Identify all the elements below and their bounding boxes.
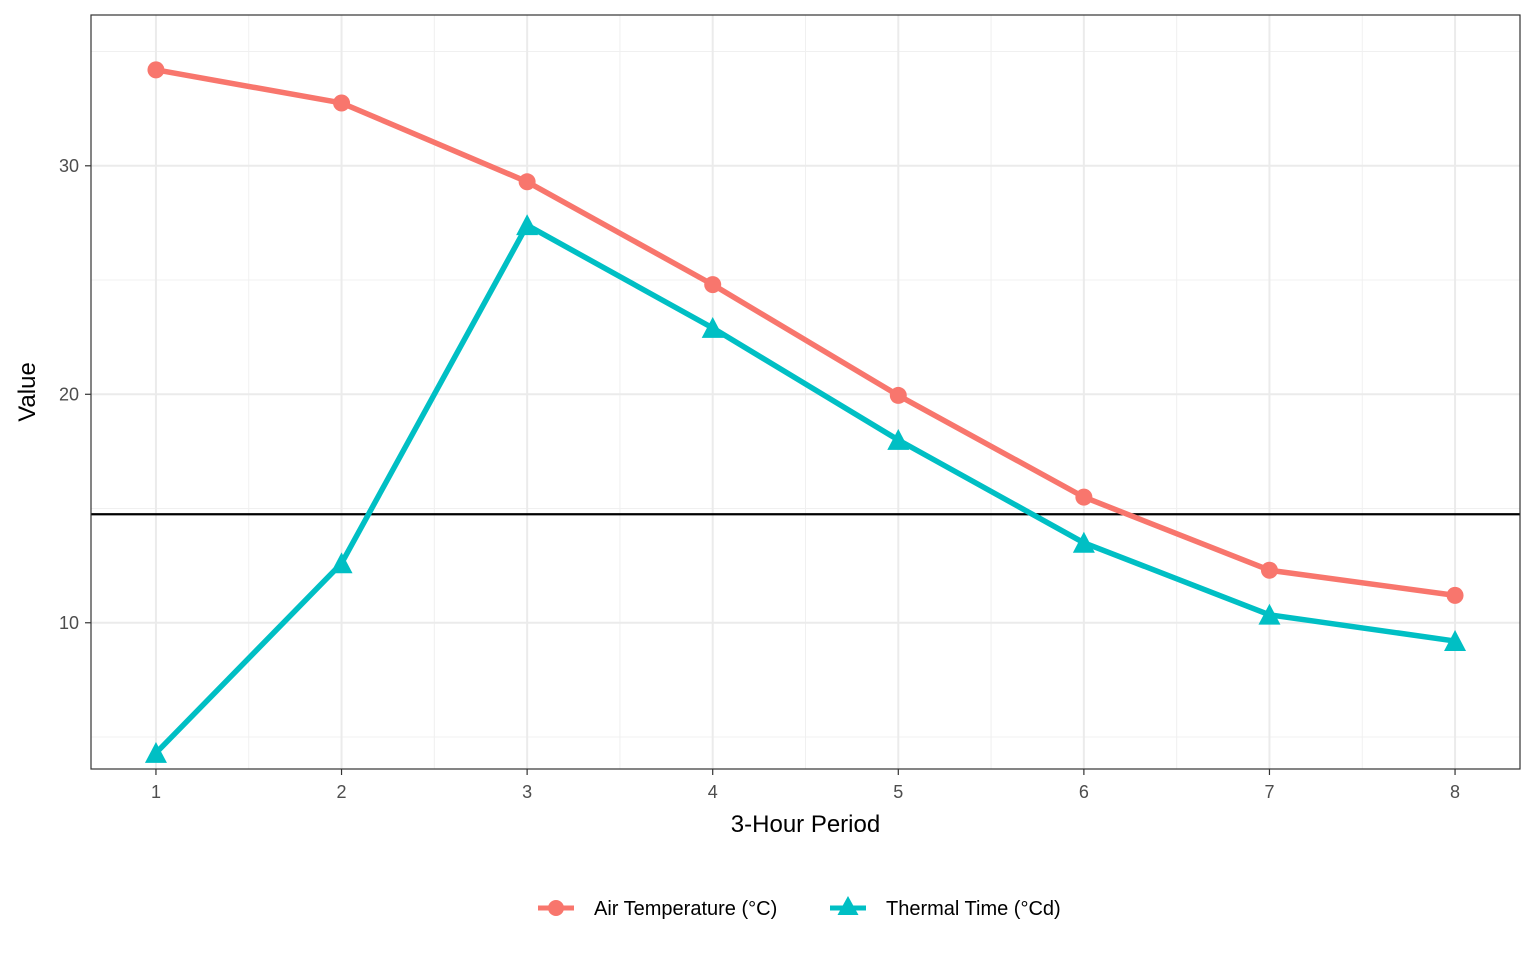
data-point <box>701 317 724 338</box>
series-air-temperature-c <box>147 61 1464 604</box>
series-thermal-time-cd <box>144 214 1467 763</box>
y-axis-title: Value <box>14 362 41 422</box>
data-point <box>704 276 722 294</box>
data-point <box>1260 561 1278 579</box>
data-point <box>1075 488 1093 506</box>
x-tick-label: 1 <box>151 782 161 802</box>
y-tick-label: 20 <box>59 384 79 404</box>
x-tick-label: 7 <box>1264 782 1274 802</box>
legend: Air Temperature (°C) Thermal Time (°Cd) <box>538 896 1061 920</box>
x-tick-label: 5 <box>893 782 903 802</box>
x-tick-label: 3 <box>522 782 532 802</box>
legend-item-thermal-time: Thermal Time (°Cd) <box>830 896 1061 920</box>
data-point <box>887 428 910 450</box>
series-group <box>144 61 1467 763</box>
legend-key-marker-air-temperature <box>548 900 564 916</box>
y-tick-label: 30 <box>59 156 79 176</box>
series-line-thermal-time-cd <box>153 222 1458 756</box>
x-tick-label: 6 <box>1079 782 1089 802</box>
series-line-air-temperature-c <box>153 67 1458 599</box>
data-point <box>889 386 907 404</box>
legend-key-marker-thermal-time <box>837 896 859 915</box>
data-point <box>1258 603 1281 625</box>
data-point <box>147 61 165 79</box>
data-point <box>333 94 351 112</box>
data-point <box>1444 630 1467 651</box>
x-tick-label: 2 <box>337 782 347 802</box>
legend-label-air-temperature: Air Temperature (°C) <box>594 898 777 920</box>
y-tick-label: 10 <box>59 613 79 633</box>
data-point <box>144 742 167 763</box>
data-point <box>518 173 536 191</box>
data-point <box>330 552 353 574</box>
x-tick-label: 4 <box>708 782 718 802</box>
legend-item-air-temperature: Air Temperature (°C) <box>538 898 777 920</box>
legend-label-thermal-time: Thermal Time (°Cd) <box>886 898 1061 920</box>
x-axis-title: 3-Hour Period <box>731 811 880 838</box>
plot-border <box>90 14 1521 770</box>
data-point <box>1446 586 1464 604</box>
x-tick-label: 8 <box>1450 782 1460 802</box>
axes: 1 2 3 4 5 6 7 8 10 20 30 <box>59 156 1460 802</box>
data-point <box>516 214 539 236</box>
data-point <box>1072 531 1095 553</box>
